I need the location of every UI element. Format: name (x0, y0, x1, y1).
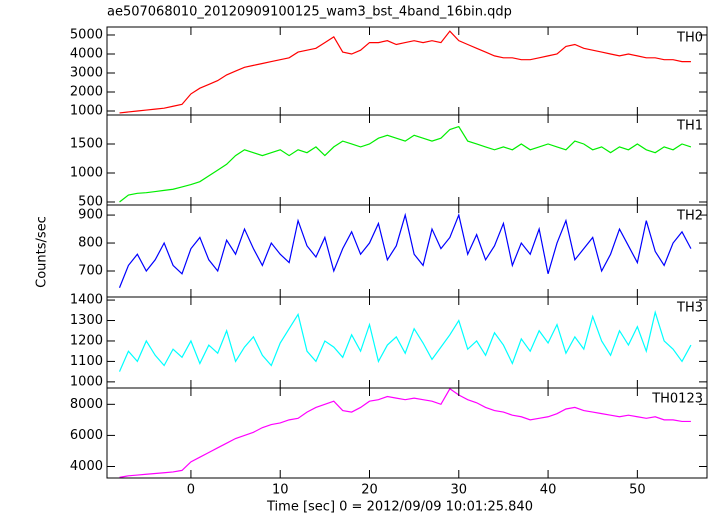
panel-frame (106, 26, 708, 116)
x-tick-label: 10 (272, 483, 289, 498)
y-tick-label: 1000 (70, 104, 103, 119)
x-tick-label: 30 (451, 483, 468, 498)
y-tick-label: 1200 (70, 333, 103, 348)
y-tick-label: 4000 (70, 46, 103, 61)
data-line (118, 212, 692, 288)
panel-label: TH1 (676, 119, 703, 134)
y-tick-label: 6000 (70, 428, 103, 443)
data-line (119, 387, 691, 478)
y-axis-label: Counts/sec (35, 216, 50, 288)
data-line (119, 125, 692, 203)
y-tick-label: 500 (78, 194, 103, 209)
panel-frame (106, 114, 708, 206)
x-tick-label: 50 (629, 483, 646, 498)
y-tick-label: 1500 (70, 136, 103, 151)
panel-frame (106, 296, 708, 389)
x-tick-label: 20 (361, 483, 378, 498)
x-tick-label: 40 (540, 483, 557, 498)
y-tick-label: 1400 (70, 293, 103, 308)
x-tick-label: 0 (187, 483, 195, 498)
data-line (118, 310, 692, 372)
y-tick-label: 4000 (70, 459, 103, 474)
data-line (119, 30, 691, 114)
x-axis-label: Time [sec] 0 = 2012/09/09 10:01:25.840 (266, 500, 533, 515)
y-tick-label: 700 (78, 263, 103, 278)
y-tick-label: 2000 (70, 85, 103, 100)
panel-frame (106, 204, 708, 298)
chart-title: ae507068010_20120909100125_wam3_bst_4ban… (107, 5, 512, 20)
y-tick-label: 1100 (70, 354, 103, 369)
y-tick-label: 8000 (70, 397, 103, 412)
y-tick-label: 1300 (70, 313, 103, 328)
panel-label: TH0123 (651, 392, 703, 407)
panel-label: TH2 (676, 209, 703, 224)
y-tick-label: 5000 (70, 27, 103, 42)
y-tick-label: 1000 (70, 374, 103, 389)
panel-label: TH3 (676, 301, 703, 316)
y-tick-label: 900 (78, 208, 103, 223)
panel-label: TH0 (676, 31, 703, 46)
panel-frame (106, 387, 708, 479)
y-tick-label: 1000 (70, 165, 103, 180)
y-tick-label: 3000 (70, 65, 103, 80)
y-tick-label: 800 (78, 236, 103, 251)
